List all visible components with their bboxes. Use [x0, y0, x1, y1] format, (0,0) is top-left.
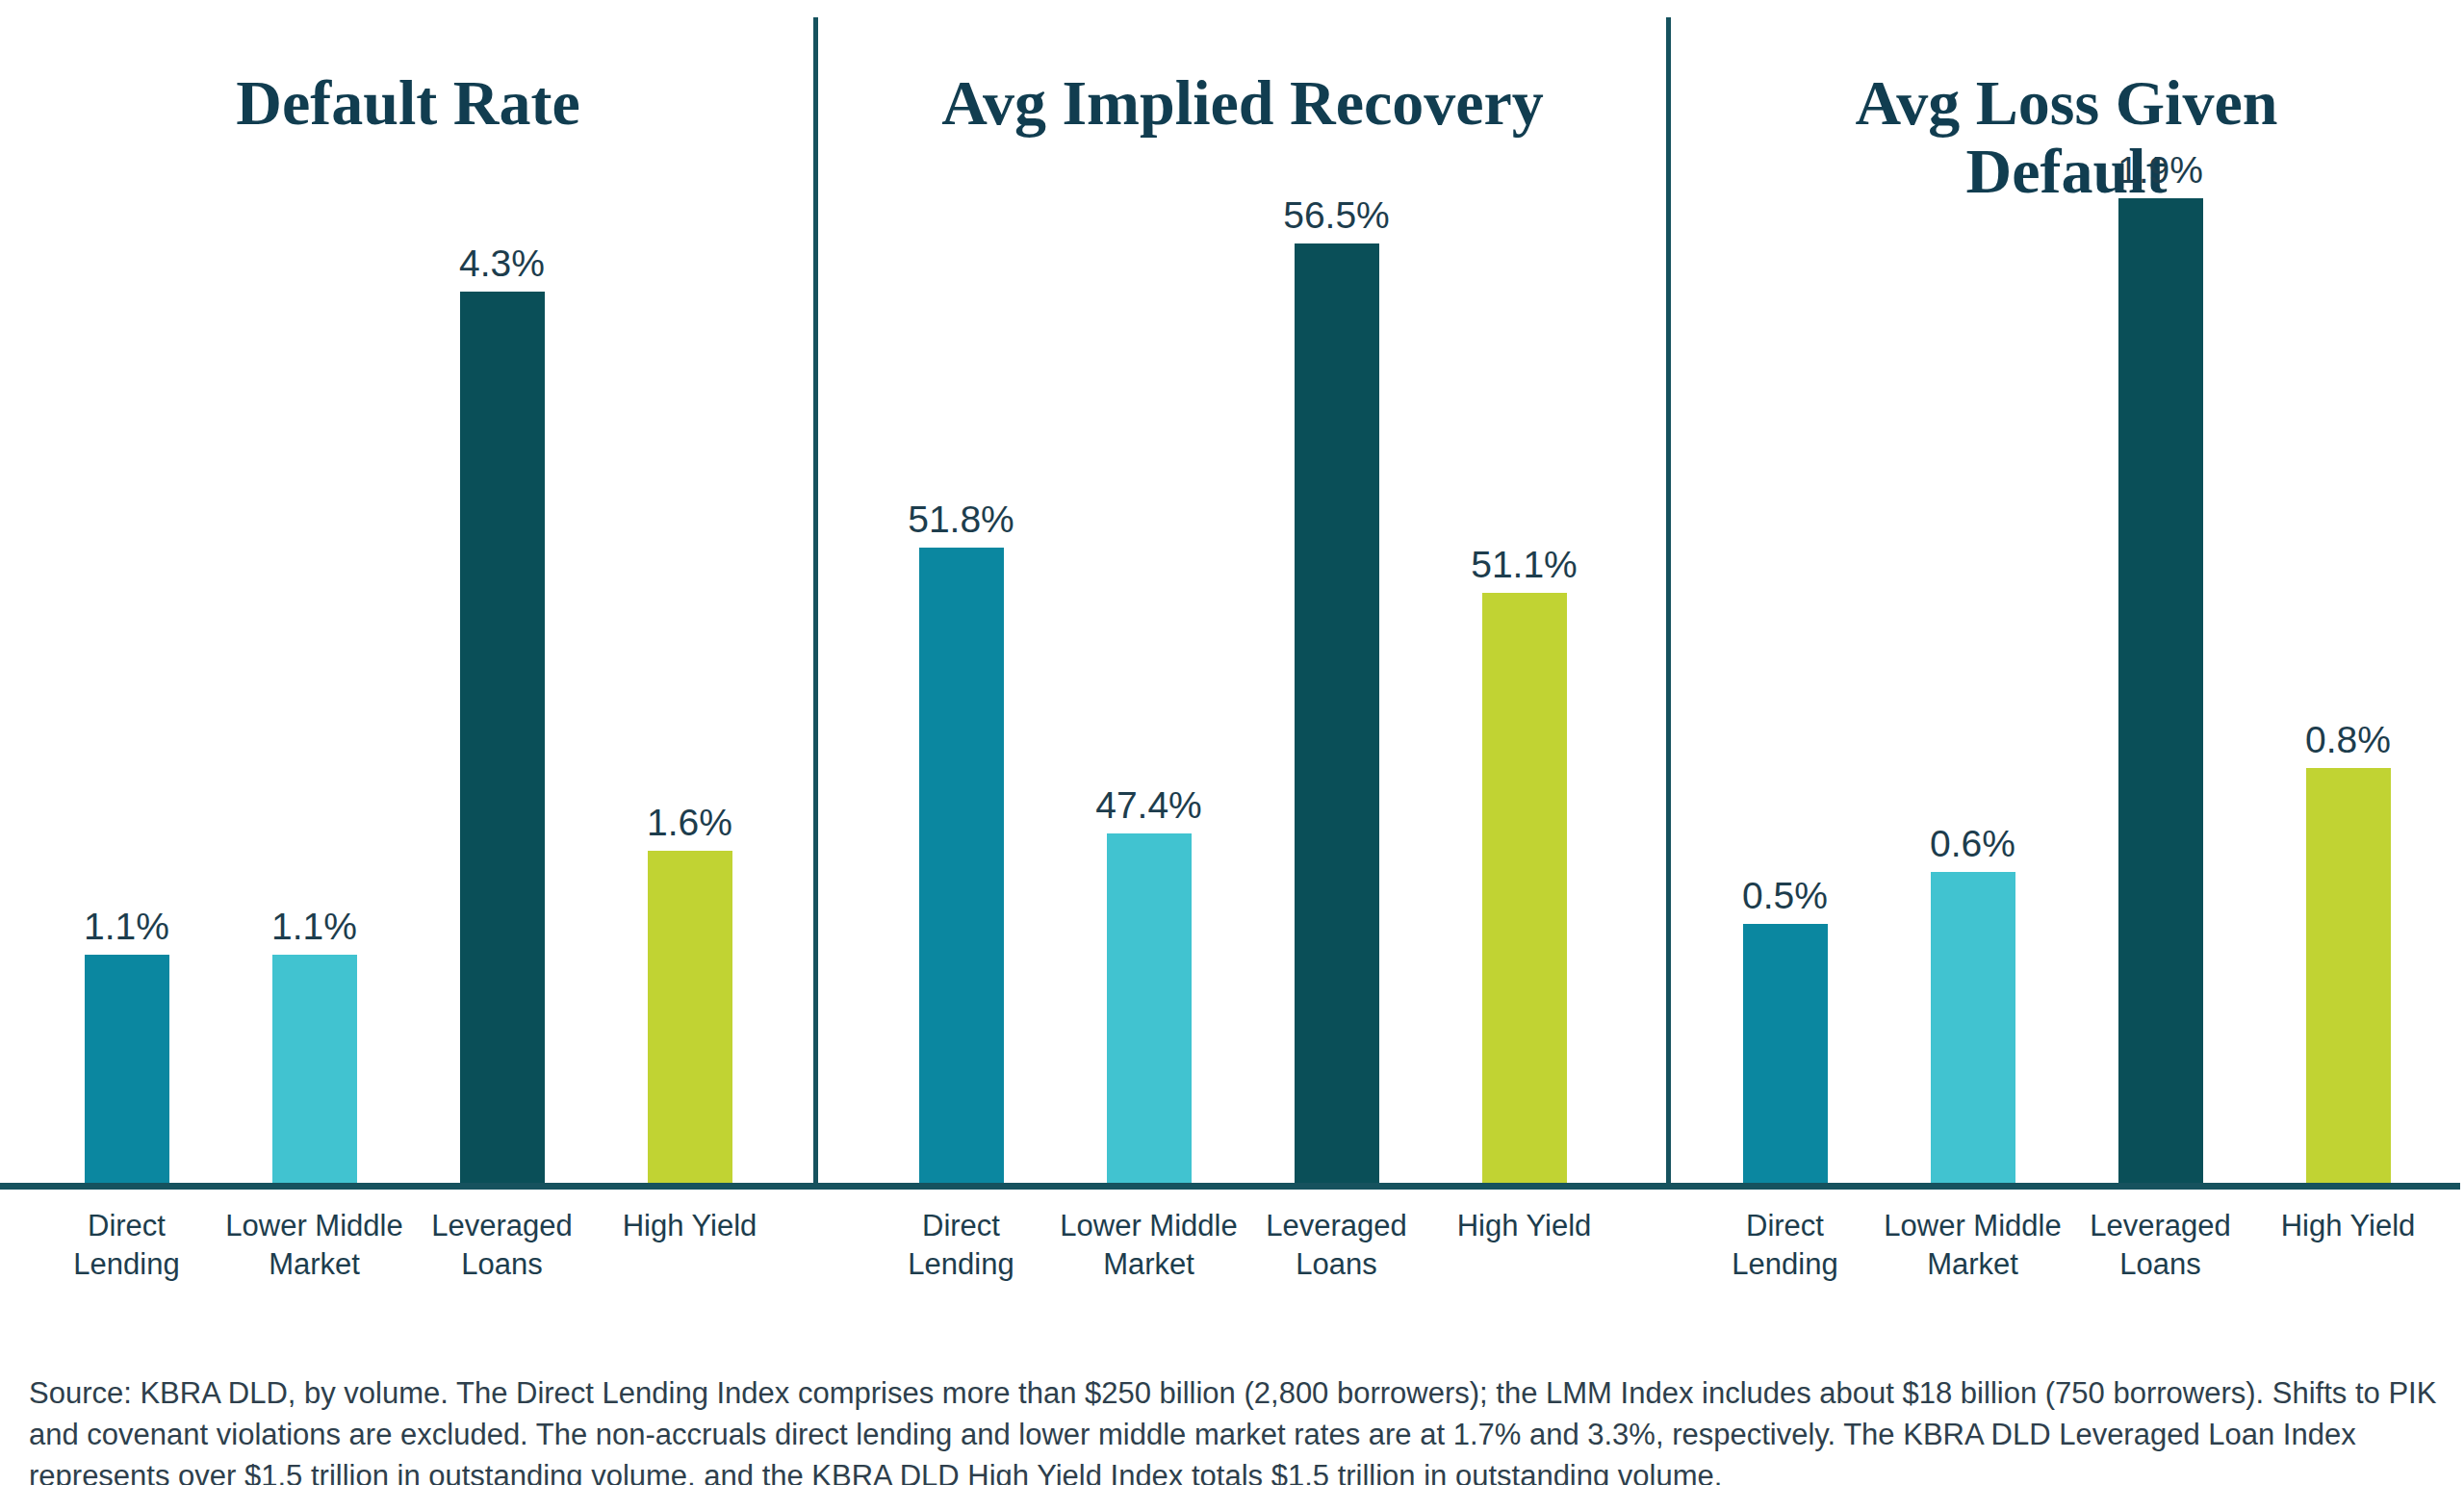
category-label-high-yield: High Yield [2254, 1207, 2442, 1285]
bar-group-lower-middle-market: 1.1% [220, 146, 408, 1183]
bar [1295, 243, 1379, 1183]
bar-group-direct-lending: 51.8% [867, 146, 1055, 1183]
category-label-direct-lending: Direct Lending [1691, 1207, 1879, 1285]
panel-title: Default Rate [0, 68, 816, 137]
bar-group-direct-lending: 1.1% [33, 146, 220, 1183]
bar-group-leveraged-loans: 1.9% [2066, 146, 2254, 1183]
bar-group-high-yield: 0.8% [2254, 146, 2442, 1183]
bar [2306, 768, 2391, 1183]
panel-title: Avg Implied Recovery [816, 68, 1669, 137]
x-axis-line [0, 1183, 2460, 1190]
bar-group-high-yield: 1.6% [596, 146, 783, 1183]
category-label-leveraged-loans: Leveraged Loans [2066, 1207, 2254, 1285]
value-label: 1.1% [271, 908, 357, 945]
bars-row: 0.5% 0.6% 1.9% 0.8% [1669, 146, 2464, 1183]
value-label: 1.6% [647, 804, 732, 841]
category-label-direct-lending: Direct Lending [33, 1207, 220, 1285]
bar [272, 955, 357, 1183]
bars-row: 51.8% 47.4% 56.5% 51.1% [816, 146, 1669, 1183]
category-labels-row: Direct Lending Lower Middle Market Lever… [0, 1207, 816, 1285]
value-label: 4.3% [459, 244, 545, 282]
bar [1743, 924, 1828, 1183]
bar-group-lower-middle-market: 47.4% [1055, 146, 1243, 1183]
category-labels-row: Direct Lending Lower Middle Market Lever… [816, 1207, 1669, 1285]
value-label: 1.1% [84, 908, 169, 945]
category-label-direct-lending: Direct Lending [867, 1207, 1055, 1285]
bar [919, 548, 1004, 1183]
panel-separator [813, 17, 818, 1190]
value-label: 0.8% [2305, 721, 2391, 758]
category-label-lower-middle-market: Lower Middle Market [220, 1207, 408, 1285]
category-label-leveraged-loans: Leveraged Loans [1243, 1207, 1430, 1285]
bars-row: 1.1% 1.1% 4.3% 1.6% [0, 146, 816, 1183]
bar-group-leveraged-loans: 56.5% [1243, 146, 1430, 1183]
bar [1482, 593, 1567, 1183]
category-label-lower-middle-market: Lower Middle Market [1055, 1207, 1243, 1285]
category-label-lower-middle-market: Lower Middle Market [1879, 1207, 2066, 1285]
bar [648, 851, 732, 1183]
bar-group-high-yield: 51.1% [1430, 146, 1618, 1183]
category-label-high-yield: High Yield [1430, 1207, 1618, 1285]
value-label: 56.5% [1283, 196, 1390, 234]
panel-avg-loss-given-default: Avg Loss Given Default 0.5% 0.6% 1.9% 0.… [1669, 0, 2464, 1183]
chart-canvas: Default Rate 1.1% 1.1% 4.3% 1.6% Avg Imp… [0, 0, 2464, 1485]
value-label: 0.6% [1930, 825, 2015, 862]
value-label: 47.4% [1095, 786, 1202, 824]
category-label-leveraged-loans: Leveraged Loans [408, 1207, 596, 1285]
panel-avg-implied-recovery: Avg Implied Recovery 51.8% 47.4% 56.5% 5… [816, 0, 1669, 1183]
bar [1931, 872, 2015, 1183]
bar [460, 292, 545, 1183]
value-label: 0.5% [1742, 877, 1828, 914]
panel-default-rate: Default Rate 1.1% 1.1% 4.3% 1.6% [0, 0, 816, 1183]
value-label: 51.8% [908, 500, 1014, 538]
category-labels-row: Direct Lending Lower Middle Market Lever… [1669, 1207, 2464, 1285]
bar-group-leveraged-loans: 4.3% [408, 146, 596, 1183]
bar-group-lower-middle-market: 0.6% [1879, 146, 2066, 1183]
value-label: 51.1% [1471, 546, 1578, 583]
bar [85, 955, 169, 1183]
bar [2118, 198, 2203, 1183]
bar [1107, 833, 1192, 1183]
source-note: Source: KBRA DLD, by volume. The Direct … [29, 1373, 2437, 1485]
panel-separator [1666, 17, 1671, 1190]
value-label: 1.9% [2118, 151, 2203, 189]
category-label-high-yield: High Yield [596, 1207, 783, 1285]
bar-group-direct-lending: 0.5% [1691, 146, 1879, 1183]
